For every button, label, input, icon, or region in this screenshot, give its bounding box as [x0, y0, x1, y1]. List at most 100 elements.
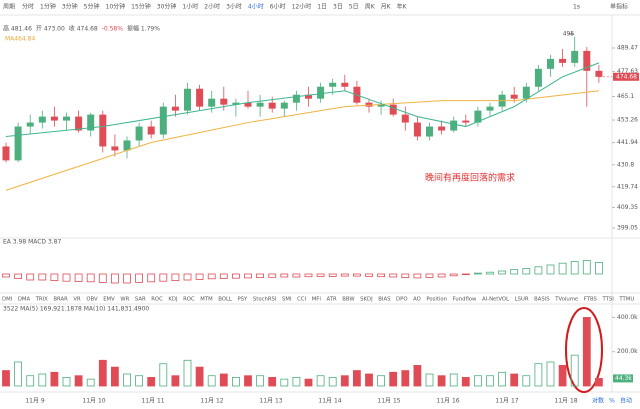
volume-bar — [316, 375, 325, 387]
indicator-tab[interactable]: BIAS — [378, 297, 391, 303]
y-tick-label: 400.0k — [617, 314, 638, 321]
period-tab[interactable]: 3小时 — [226, 3, 242, 11]
indicator-tab[interactable]: ROC — [151, 297, 163, 303]
macd-bar — [50, 273, 59, 281]
candle-body — [292, 94, 300, 103]
indicator-tab[interactable]: KDJ — [168, 297, 178, 303]
indicator-tab[interactable]: OBV — [86, 297, 98, 303]
indicator-tab[interactable]: PSY — [237, 297, 248, 303]
indicator-tab[interactable]: VR — [73, 297, 81, 303]
indicator-tab[interactable]: ATR — [327, 297, 337, 303]
indicator-tab[interactable]: FTBS — [584, 297, 598, 303]
footer-item[interactable]: % — [609, 398, 615, 405]
period-tab[interactable]: 分时 — [22, 3, 34, 11]
indicator-tab[interactable]: StochRSI — [253, 297, 277, 303]
volume-bar — [26, 375, 35, 387]
indicator-tab[interactable]: CCI — [297, 297, 306, 303]
candle-body — [462, 120, 470, 123]
indicator-tab[interactable]: WR — [120, 297, 129, 303]
period-tab[interactable]: 年K — [397, 3, 408, 11]
indicator-tab[interactable]: Position — [426, 297, 447, 303]
candle-body — [389, 104, 397, 115]
macd-bar — [449, 273, 458, 277]
period-tab[interactable]: 30分钟 — [157, 3, 177, 11]
period-tab[interactable]: 2小时 — [204, 3, 220, 11]
indicator-tab[interactable]: TRIX — [35, 297, 48, 303]
period-tab[interactable]: 3分钟 — [62, 3, 78, 11]
indicator-tab[interactable]: MTM — [200, 297, 213, 303]
candle-body — [159, 106, 167, 135]
indicator-tab[interactable]: EMV — [103, 297, 115, 303]
indicator-tab[interactable]: AO — [413, 297, 421, 303]
candle-body — [559, 58, 567, 63]
candle-body — [341, 82, 349, 87]
footer-item[interactable]: 自动 — [620, 397, 632, 405]
macd-bar — [244, 273, 252, 279]
volume-bar — [570, 354, 579, 387]
ma-line — [5, 62, 600, 137]
macd-bar — [207, 273, 216, 280]
candle-body — [510, 94, 518, 99]
indicator-tab[interactable]: SAR — [135, 297, 146, 303]
indicator-tab[interactable]: TVolume — [554, 297, 578, 303]
macd-bar — [352, 273, 361, 277]
indicator-tab[interactable]: DMI — [2, 297, 13, 303]
volume-bar — [534, 363, 543, 387]
volume-bar — [389, 371, 398, 387]
x-tick-label: 11月 16 — [436, 398, 459, 405]
candle-body — [571, 50, 579, 63]
macd-bar — [546, 264, 555, 275]
macd-bar — [171, 273, 180, 281]
indicator-tab[interactable]: DPO — [396, 297, 407, 303]
period-tab[interactable]: 5分钟 — [84, 3, 100, 11]
macd-bar — [268, 273, 277, 278]
toolbar-item[interactable]: 1s — [573, 4, 580, 11]
candle-body — [426, 126, 433, 137]
indicator-tab[interactable]: TTMU — [618, 297, 634, 303]
indicator-tab[interactable]: TTSI — [601, 297, 614, 303]
macd-bar — [340, 273, 349, 277]
period-tab[interactable]: 5日 — [349, 4, 359, 11]
period-tab[interactable]: 12小时 — [292, 3, 312, 11]
macd-bar — [510, 269, 519, 275]
indicator-tab[interactable]: AI-NetVOL — [482, 297, 509, 303]
volume-bar — [437, 375, 446, 387]
macd-bar — [498, 270, 507, 275]
period-tab[interactable]: 4小时 — [248, 3, 264, 11]
period-tab[interactable]: 3日 — [333, 4, 343, 11]
macd-bar — [38, 273, 47, 281]
period-tab[interactable]: 1小时 — [182, 3, 198, 11]
period-tab[interactable]: 周K — [365, 4, 376, 11]
volume-bar — [231, 377, 240, 387]
volume-bar — [449, 373, 458, 387]
period-tab[interactable]: 月K — [381, 4, 392, 11]
toolbar-item[interactable]: 单指标 — [610, 3, 628, 11]
indicator-tab[interactable]: Fundflow — [453, 297, 477, 303]
footer-item[interactable]: 对数 — [592, 397, 604, 405]
indicator-tab[interactable]: BRAR — [53, 297, 68, 303]
indicator-tab[interactable]: BOLL — [218, 297, 232, 303]
indicator-tab[interactable]: SKDJ — [360, 297, 373, 303]
period-tab[interactable]: 15分钟 — [131, 3, 151, 11]
candle-body — [63, 116, 70, 121]
macd-bar — [401, 273, 410, 278]
macd-bar — [231, 273, 240, 279]
volume-bar — [111, 366, 119, 387]
candle-body — [450, 120, 458, 131]
period-tab[interactable]: 6小时 — [270, 3, 286, 11]
high-label: 495 — [563, 30, 575, 37]
period-tab[interactable]: 10分钟 — [106, 3, 126, 11]
indicator-tab[interactable]: DMA — [18, 297, 31, 303]
indicator-tab[interactable]: LSUR — [515, 297, 529, 303]
indicator-tab[interactable]: ROC — [183, 297, 195, 303]
period-tab[interactable]: 1日 — [317, 4, 327, 11]
volume-label: 3522 MA(5) 169,921.1878 MA(10) 141,831.4… — [3, 306, 149, 313]
macd-bar — [473, 272, 482, 275]
indicator-tab[interactable]: BBW — [342, 297, 355, 303]
candle-body — [220, 98, 228, 105]
indicator-tab[interactable]: BASIS — [534, 297, 550, 303]
period-tab[interactable]: 1分钟 — [40, 3, 56, 11]
volume-bar — [147, 377, 156, 387]
indicator-tab[interactable]: SMI — [282, 297, 292, 303]
indicator-tab[interactable]: MFI — [312, 297, 322, 303]
